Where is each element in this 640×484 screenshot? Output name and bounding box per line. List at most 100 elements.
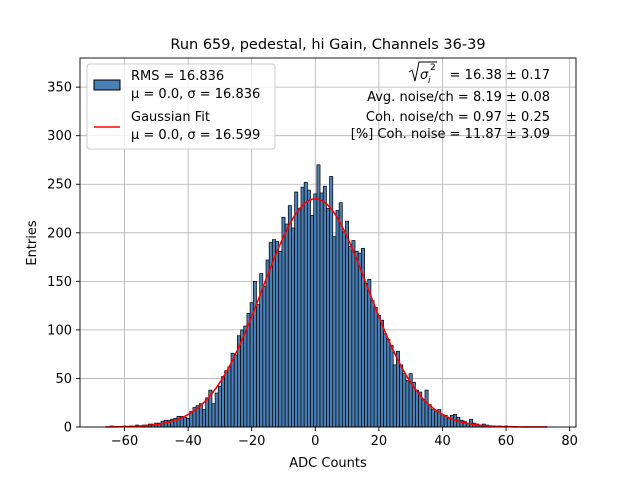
plot-frame (79, 57, 577, 428)
histogram-bar (367, 279, 372, 428)
histogram-bar (252, 280, 257, 428)
y-tick-label: 200 (47, 226, 72, 241)
histogram-bar (262, 285, 267, 428)
histogram-bar (243, 325, 248, 428)
histogram-bar (275, 241, 280, 428)
y-tick-label: 100 (47, 323, 72, 338)
histogram-bar (294, 191, 299, 428)
sigma-value: = 16.38 ± 0.17 (450, 68, 550, 83)
legend-box (86, 63, 276, 150)
histogram-bar (430, 409, 435, 428)
histogram-bar (256, 304, 260, 428)
coh-noise-annotation: Coh. noise/ch = 0.97 ± 0.25 (366, 110, 550, 125)
histogram-bar (332, 236, 337, 428)
legend-label-fit: Gaussian Fit (131, 110, 210, 125)
histogram-bar (440, 414, 445, 428)
histogram-bar (383, 333, 388, 428)
coh-noise-percent-annotation: [%] Coh. noise = 11.87 ± 3.09 (351, 127, 550, 142)
y-tick-label: 0 (64, 421, 72, 436)
histogram-bar (265, 259, 270, 428)
histogram-bar (386, 339, 391, 428)
histogram-bar (399, 364, 404, 428)
histogram-bar (380, 319, 384, 428)
histogram-bar (291, 227, 295, 428)
histogram-bar (186, 417, 191, 428)
histogram-bar (345, 220, 350, 428)
histogram-bar (351, 240, 356, 428)
x-tick-label: −40 (174, 434, 201, 449)
histogram-bar (402, 373, 407, 428)
histogram-bar (424, 389, 429, 428)
histogram-bar (421, 399, 426, 428)
histogram-bar (392, 364, 397, 428)
histogram-bar (434, 411, 439, 428)
histogram-bar (303, 181, 308, 428)
histogram-bar (370, 300, 375, 428)
x-tick-label: −60 (111, 434, 138, 449)
histogram-bar (341, 231, 346, 428)
x-tick-label: 0 (311, 434, 319, 449)
y-tick-label: 250 (47, 178, 72, 193)
histogram-bar (202, 409, 206, 428)
sqrt-sign (408, 61, 437, 82)
histogram-bar (357, 252, 362, 428)
histogram-bars (109, 164, 508, 428)
legend-label-histogram-params: μ = 0.0, σ = 16.836 (131, 87, 260, 102)
histogram-bar (297, 208, 302, 428)
histogram-bar (233, 354, 238, 428)
avg-noise-annotation: Avg. noise/ch = 8.19 ± 0.08 (367, 90, 550, 105)
x-axis-label: ADC Counts (289, 456, 367, 471)
histogram-bar (272, 239, 276, 428)
legend-label-fit-params: μ = 0.0, σ = 16.599 (131, 128, 260, 143)
histogram-bar (310, 214, 315, 428)
histogram-bar (446, 417, 451, 428)
sigma-annotation: σ i 2 = 16.38 ± 0.17 (408, 61, 550, 86)
histogram-bar (373, 307, 378, 428)
noise-annotations: σ i 2 = 16.38 ± 0.17 Avg. noise/ch = 8.1… (351, 61, 550, 142)
histogram-bar (240, 329, 245, 428)
histogram-bar (313, 193, 318, 428)
histogram-bar (348, 246, 353, 428)
histogram-bar (364, 282, 369, 428)
histogram-bar (230, 352, 235, 428)
histogram-bar (287, 205, 292, 428)
histogram-bar (427, 404, 432, 428)
histogram-bar (306, 189, 311, 428)
histogram-bar (415, 389, 419, 428)
x-tick-label: −20 (238, 434, 265, 449)
histogram-bar (278, 250, 283, 428)
histogram-bar (376, 314, 381, 428)
gaussian-fit-line (105, 197, 548, 428)
histogram-bar (246, 313, 251, 428)
histogram-bar (281, 216, 286, 428)
sigma-superscript: 2 (430, 63, 436, 73)
histogram-bar (217, 385, 222, 428)
x-tick-label: 60 (498, 434, 515, 449)
histogram-bar (335, 210, 340, 428)
legend-label-histogram: RMS = 16.836 (131, 69, 224, 84)
histogram-bar (205, 397, 210, 428)
y-tick-label: 300 (47, 129, 72, 144)
x-axis-ticks: −60 −40 −20 0 20 40 60 80 (111, 427, 578, 449)
histogram-bar (214, 392, 219, 428)
histogram-bar (329, 176, 334, 428)
histogram-bar (211, 403, 216, 428)
histogram-bar (389, 345, 394, 428)
histogram-bar (221, 376, 226, 428)
histogram-bar (182, 416, 187, 428)
histogram-bar (224, 370, 229, 428)
x-tick-label: 20 (371, 434, 388, 449)
legend: RMS = 16.836 μ = 0.0, σ = 16.836 Gaussia… (86, 63, 276, 150)
y-tick-label: 350 (47, 81, 72, 96)
histogram-bar (319, 192, 324, 428)
sigma-subscript: i (428, 76, 431, 86)
sigma-symbol: σ (420, 68, 429, 83)
x-tick-label: 80 (561, 434, 578, 449)
y-tick-label: 150 (47, 275, 72, 290)
y-axis-ticks: 0 50 100 150 200 250 300 350 (47, 81, 80, 436)
histogram-bar (300, 186, 305, 428)
legend-swatch-histogram (93, 79, 121, 91)
chart-title: Run 659, pedestal, hi Gain, Channels 36-… (170, 37, 485, 53)
